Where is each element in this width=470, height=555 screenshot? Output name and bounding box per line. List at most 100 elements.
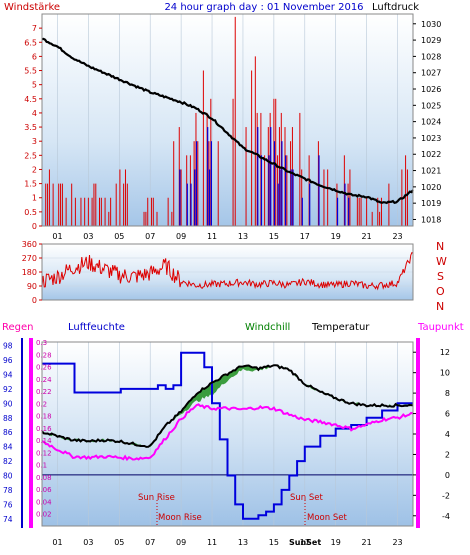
temperature-axis: -4 -2 0 2 4 6 8 10 12 (413, 348, 450, 521)
bottom-x-tick-label: 01 (52, 538, 62, 547)
humidity-tick-label: 96 (3, 356, 13, 365)
top-x-tick-label: 09 (176, 232, 186, 241)
pressure-tick-label: 1025 (421, 101, 441, 110)
humidity-tick-label: 92 (3, 385, 13, 394)
wind-tick-label: 2.5 (24, 151, 37, 160)
temp-tick-label: 8 (445, 389, 450, 398)
pressure-tick-label: 1024 (421, 118, 441, 127)
wind-tick-label: 1 (32, 194, 37, 203)
rain-label: Regen (2, 322, 34, 333)
wind-tick-label: 6.5 (24, 38, 37, 47)
sun-set-label: Sun Set (290, 493, 323, 503)
bottom-x-tick-label: 11 (207, 538, 217, 547)
top-x-axis: 01 03 05 07 09 11 13 15 17 19 21 23 (52, 232, 402, 241)
humidity-tick-label: 82 (3, 457, 13, 466)
wind-tick-label: 0.5 (24, 208, 37, 217)
dewpoint-scale-bar (416, 338, 420, 528)
humidity-tick-label: 76 (3, 500, 13, 509)
top-x-tick-label: 23 (392, 232, 402, 241)
sunset-axis-marker: SunSet (289, 538, 321, 547)
top-x-tick-label: 01 (52, 232, 62, 241)
temp-tick-label: 6 (445, 410, 450, 419)
pressure-tick-label: 1026 (421, 85, 441, 94)
temp-tick-label: 2 (445, 450, 450, 459)
temperature-label: Temperatur (311, 322, 370, 333)
wind-direction-series (41, 251, 414, 291)
bottom-x-tick-label: 13 (238, 538, 248, 547)
chart-title: 24 hour graph day : 01 November 2016 (164, 2, 363, 13)
rain-tick-label: 0.04 (36, 498, 52, 506)
dewpoint-label: Taupunkt (417, 322, 464, 333)
rain-tick-label: 0.3 (36, 339, 47, 347)
wind-tick-label: 7 (32, 24, 37, 33)
top-plot-area (42, 14, 413, 226)
wind-tick-label: 2 (32, 165, 37, 174)
pressure-label: Luftdruck (372, 2, 419, 13)
rain-tick-label: 0.18 (36, 413, 52, 421)
humidity-tick-label: 74 (3, 515, 13, 524)
humidity-tick-label: 80 (3, 471, 13, 480)
temp-tick-label: 0 (445, 471, 450, 480)
rain-tick-label: 0.12 (36, 449, 52, 457)
rain-tick-label: 0.22 (36, 388, 52, 396)
rain-scale-bar (29, 338, 33, 528)
wind-tick-label: 3.5 (24, 123, 37, 132)
bottom-x-tick-label: 07 (145, 538, 155, 547)
temp-tick-label: 10 (440, 369, 450, 378)
humidity-tick-label: 84 (3, 443, 13, 452)
rain-axis: 0.02 0.04 0.06 0.08 0.1 0.12 0.14 0.16 0.18 0.2 0.… (36, 339, 52, 519)
top-x-tick-label: 03 (83, 232, 93, 241)
humidity-label: Luftfeuchte (68, 322, 125, 333)
wind-strength-label: Windstärke (4, 2, 60, 13)
top-x-tick-label: 07 (145, 232, 155, 241)
bottom-x-tick-label: 03 (83, 538, 93, 547)
moon-rise-label: Moon Rise (158, 513, 202, 523)
top-x-tick-label: 21 (362, 232, 372, 241)
humidity-tick-label: 88 (3, 414, 13, 423)
top-x-tick-label: 15 (269, 232, 279, 241)
compass-labels: N W S O N (436, 240, 447, 313)
pressure-tick-label: 1030 (421, 20, 441, 29)
compass-label-n-top: N (436, 240, 444, 253)
pressure-series (41, 37, 414, 205)
astro-annotations: Sun Rise Sun Set Moon Rise Moon Set SunS… (138, 493, 347, 547)
humidity-tick-label: 94 (3, 370, 13, 379)
rain-tick-label: 0.02 (36, 511, 52, 519)
humidity-tick-label: 90 (3, 399, 13, 408)
bottom-x-tick-label: 21 (362, 538, 372, 547)
top-x-tick-label: 05 (114, 232, 124, 241)
bottom-x-tick-label: 19 (331, 538, 341, 547)
rain-tick-label: 0.14 (36, 437, 52, 445)
rain-tick-label: 0.1 (36, 462, 47, 470)
bottom-x-tick-label: 17 (300, 538, 310, 547)
humidity-axis: 74 76 78 80 82 84 86 88 90 92 94 96 98 (3, 342, 13, 524)
rain-tick-label: 0.08 (36, 474, 52, 482)
bottom-x-tick-label: 09 (176, 538, 186, 547)
pressure-tick-label: 1028 (421, 52, 441, 61)
pressure-tick-label: 1020 (421, 183, 441, 192)
compass-label-o: O (436, 285, 445, 298)
pressure-tick-label: 1023 (421, 134, 441, 143)
wind-tick-label: 0 (32, 222, 37, 231)
compass-label-n-bottom: N (436, 300, 444, 313)
wind-tick-label: 6 (32, 52, 37, 61)
pressure-tick-label: 1018 (421, 215, 441, 224)
compass-label-w: W (436, 255, 447, 268)
humidity-tick-label: 98 (3, 342, 13, 351)
bottom-plot-area (42, 342, 413, 526)
pressure-tick-label: 1029 (421, 36, 441, 45)
rain-tick-label: 0.24 (36, 376, 52, 384)
direction-tick-label: 360 (22, 240, 37, 249)
bottom-x-tick-label: 23 (392, 538, 402, 547)
pressure-tick-label: 1021 (421, 167, 441, 176)
temp-tick-label: -2 (442, 491, 450, 500)
dewpoint-series (41, 403, 414, 462)
top-right-axis: 1018 1019 1020 1021 1022 1023 1024 1025 1026 1027… (413, 20, 441, 224)
windchill-label: Windchill (245, 322, 290, 333)
rain-tick-label: 0.06 (36, 486, 52, 494)
temp-tick-label: -4 (442, 512, 450, 521)
wind-tick-label: 3 (32, 137, 37, 146)
top-plot-frame (41, 13, 414, 227)
